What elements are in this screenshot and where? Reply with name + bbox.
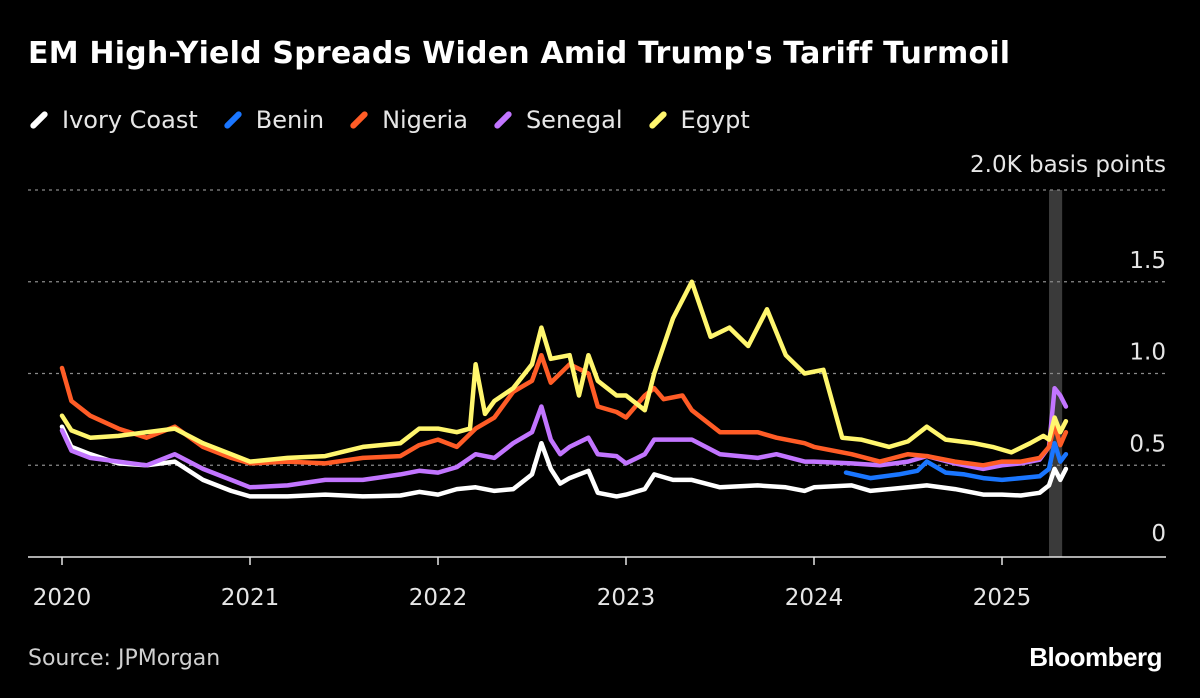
legend-swatch-nigeria [349, 110, 369, 130]
legend-label-senegal: Senegal [525, 106, 623, 134]
legend-label-ivory-coast: Ivory Coast [62, 106, 198, 134]
series-line-ivory-coast [59, 424, 1069, 499]
x-tick-label: 2025 [973, 585, 1032, 611]
y-tick-label: 0.5 [1129, 431, 1166, 457]
x-tick-label: 2022 [409, 585, 468, 611]
chart-title: EM High-Yield Spreads Widen Amid Trump's… [28, 36, 1011, 71]
line-chart: 0 0.5 1.0 1.5 2.0K basis points 2020 2021 2022 2… [28, 152, 1166, 611]
legend-item-benin: Benin [222, 106, 324, 134]
legend-swatch-senegal [493, 110, 513, 130]
y-tick-label: 1.5 [1129, 248, 1166, 274]
legend-item-senegal: Senegal [492, 106, 623, 134]
legend-item-ivory-coast: Ivory Coast [28, 106, 198, 134]
series-line-benin [843, 440, 1069, 483]
legend-swatch-egypt [647, 110, 668, 130]
y-tick-label: 1.0 [1129, 340, 1166, 366]
x-tick-label: 2023 [597, 585, 656, 611]
y-tick-label: 2.0K basis points [970, 152, 1166, 178]
legend-label-benin: Benin [255, 106, 325, 134]
x-tick-label: 2020 [33, 585, 92, 611]
x-tick-label: 2024 [785, 585, 844, 611]
legend: Ivory Coast Benin Nigeria Senegal Egypt [28, 104, 774, 136]
legend-item-nigeria: Nigeria [348, 106, 468, 134]
legend-swatch-benin [222, 110, 243, 130]
series-line-egypt [59, 279, 1069, 464]
legend-swatch-ivory-coast [29, 110, 49, 130]
source-note: Source: JPMorgan [28, 646, 221, 671]
x-tick-label: 2021 [221, 585, 280, 611]
legend-label-egypt: Egypt [680, 106, 750, 134]
bloomberg-logo: Bloomberg [1029, 642, 1162, 672]
legend-label-nigeria: Nigeria [382, 106, 468, 134]
y-tick-label: 0 [1151, 521, 1166, 547]
legend-item-egypt: Egypt [647, 106, 750, 134]
